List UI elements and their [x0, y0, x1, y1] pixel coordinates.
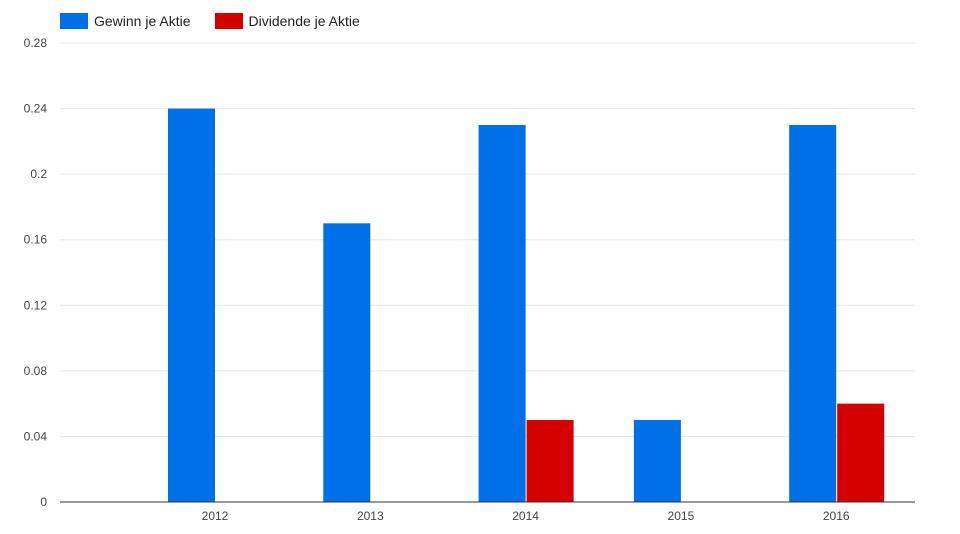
x-tick-label: 2013 [357, 509, 384, 523]
legend-label-gewinn: Gewinn je Aktie [94, 13, 191, 29]
bar-gewinn-2014[interactable] [478, 124, 526, 502]
y-tick-label: 0.04 [24, 429, 48, 443]
bar-dividende-2014[interactable] [526, 420, 574, 502]
y-tick-label: 0.12 [24, 298, 48, 312]
x-tick-label: 2016 [823, 509, 850, 523]
x-tick-label: 2015 [668, 509, 695, 523]
bar-gewinn-2016[interactable] [789, 124, 837, 502]
bar-gewinn-2012[interactable] [168, 108, 215, 503]
y-tick-label: 0.28 [24, 36, 48, 50]
bar-dividende-2016[interactable] [837, 403, 885, 502]
legend-label-dividende: Dividende je Aktie [248, 13, 360, 29]
x-tick-label: 2014 [512, 509, 539, 523]
legend-swatch-dividende [214, 13, 243, 29]
legend-swatch-gewinn [60, 13, 88, 29]
legend-item-dividende[interactable]: Dividende je Aktie [214, 13, 360, 29]
chart-legend: Gewinn je Aktie Dividende je Aktie [60, 13, 384, 29]
y-tick-label: 0.2 [30, 167, 47, 181]
x-axis-ticks: 2012 2013 2014 2015 2016 [202, 509, 850, 523]
bar-gewinn-2013[interactable] [323, 223, 371, 503]
legend-item-gewinn[interactable]: Gewinn je Aktie [60, 13, 191, 29]
y-tick-label: 0.24 [24, 102, 48, 116]
bar-gewinn-2015[interactable] [633, 420, 681, 502]
y-axis-ticks: 0 0.04 0.08 0.12 0.16 0.2 0.24 0.28 [24, 36, 48, 509]
bars [168, 108, 885, 503]
y-tick-label: 0.16 [24, 233, 48, 247]
y-tick-label: 0.08 [24, 364, 48, 378]
x-tick-label: 2012 [202, 509, 229, 523]
y-tick-label: 0 [40, 495, 47, 509]
